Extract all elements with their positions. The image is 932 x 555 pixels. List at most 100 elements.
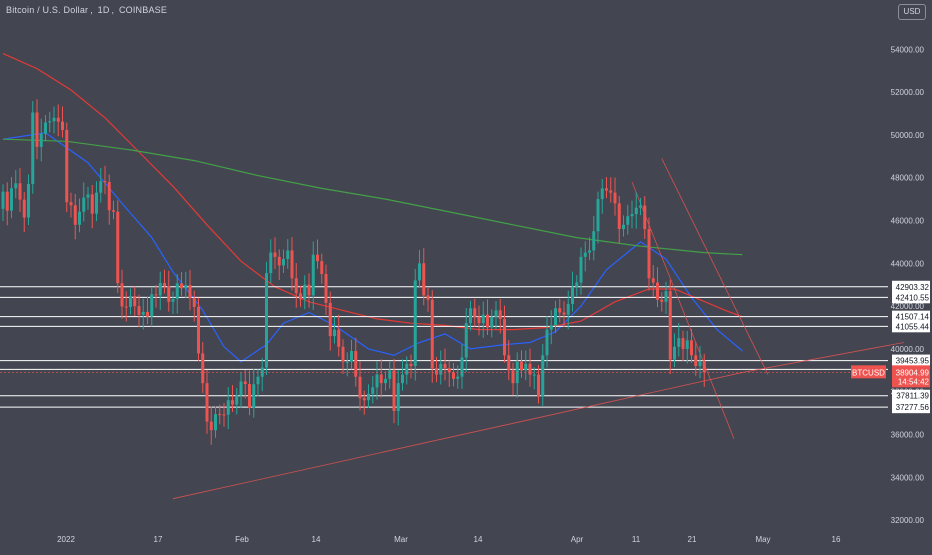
candle-body [124, 306, 128, 308]
candle-body [609, 190, 613, 193]
candle-body [511, 370, 515, 384]
candle-body [277, 256, 281, 266]
candle-body [248, 383, 251, 408]
candle-body [286, 250, 290, 260]
candle-body [197, 306, 200, 354]
candle-body [409, 363, 413, 367]
candle-body [456, 376, 460, 379]
candle-body [388, 370, 392, 379]
last-price-tag [892, 365, 930, 388]
candle-body [307, 284, 311, 296]
candle-body [605, 188, 608, 191]
y-axis-tick-label: 36000.00 [891, 431, 925, 440]
candle-body [18, 183, 22, 200]
candle-body [171, 299, 175, 302]
candle-body [371, 387, 375, 394]
candle-body [239, 381, 243, 396]
candle-body [345, 361, 349, 363]
x-axis-tick-label: 11 [632, 535, 641, 544]
candle-body [498, 310, 502, 319]
level-price-label: 37811.39 [896, 392, 929, 401]
candle-body [282, 259, 285, 266]
candle-body [596, 199, 600, 232]
candle-body [545, 329, 549, 356]
candle-body [430, 299, 434, 369]
symbol-tag [851, 365, 886, 379]
candle-body [464, 323, 468, 358]
candle-body [226, 400, 230, 415]
currency-button[interactable]: USD [898, 4, 926, 20]
x-axis-tick-label: 14 [474, 535, 483, 544]
candle-body [311, 254, 315, 296]
candle-body [443, 363, 447, 369]
candle-body [562, 312, 566, 315]
candle-body [634, 207, 638, 215]
level-price-label: 41055.44 [896, 322, 930, 331]
candle-body [205, 383, 209, 422]
candle-body [316, 254, 319, 262]
y-axis-tick-label: 40000.00 [891, 345, 925, 354]
candle-body [630, 214, 634, 217]
candle-body [481, 314, 485, 324]
candle-body [554, 308, 557, 326]
candle-body [299, 293, 302, 300]
candle-body [163, 282, 166, 286]
candle-body [486, 314, 489, 328]
candle-body [579, 256, 583, 283]
candle-body [571, 286, 574, 304]
candle-body [333, 329, 336, 337]
candle-body [375, 374, 379, 388]
trendline [172, 372, 743, 500]
candle-body [460, 357, 464, 377]
level-price-tag [892, 389, 930, 402]
candle-body [120, 283, 124, 307]
candle-body [392, 370, 396, 411]
candle-body [367, 393, 370, 401]
level-price-label: 39453.95 [896, 357, 930, 366]
candle-body [184, 285, 188, 289]
level-price-label: 37277.56 [896, 403, 930, 412]
candle-body [137, 306, 141, 315]
level-price-label: 42410.55 [896, 293, 930, 302]
candle-body [617, 203, 621, 230]
candle-body [192, 298, 196, 307]
y-axis-tick-label: 48000.00 [891, 174, 925, 183]
candle-body [48, 121, 52, 123]
candle-body [86, 194, 90, 198]
exchange-label: COINBASE [118, 5, 168, 15]
candle-body [5, 191, 9, 211]
candle-body [222, 414, 226, 416]
level-price-tag [892, 280, 930, 293]
candle-body [218, 414, 222, 416]
y-axis-tick-label: 42000.00 [891, 302, 925, 311]
candle-body [401, 374, 404, 384]
candle-body [673, 346, 676, 360]
candle-body [566, 303, 570, 315]
candle-body [622, 224, 625, 230]
candle-body [690, 340, 693, 356]
candle-body [341, 346, 345, 362]
price-countdown-label: 14:54:42 [898, 377, 930, 386]
level-price-tag [892, 401, 930, 414]
symbol-name: Bitcoin / U.S. Dollar [6, 5, 89, 15]
candle-body [583, 252, 587, 257]
candle-body [112, 210, 115, 212]
candle-body [656, 282, 659, 300]
candle-body [243, 381, 247, 384]
candle-body [405, 363, 409, 375]
candle-body [214, 414, 217, 431]
candle-body [107, 181, 111, 211]
candle-body [14, 183, 18, 189]
candle-body [328, 302, 332, 337]
y-axis-tick-label: 50000.00 [891, 131, 925, 140]
candle-body [133, 296, 137, 307]
candle-body [664, 291, 668, 302]
candle-body [418, 263, 421, 281]
candle-body [503, 318, 506, 356]
candle-body [651, 278, 655, 283]
candle-body [354, 351, 358, 377]
candle-body [256, 376, 260, 385]
candle-body [22, 199, 26, 218]
